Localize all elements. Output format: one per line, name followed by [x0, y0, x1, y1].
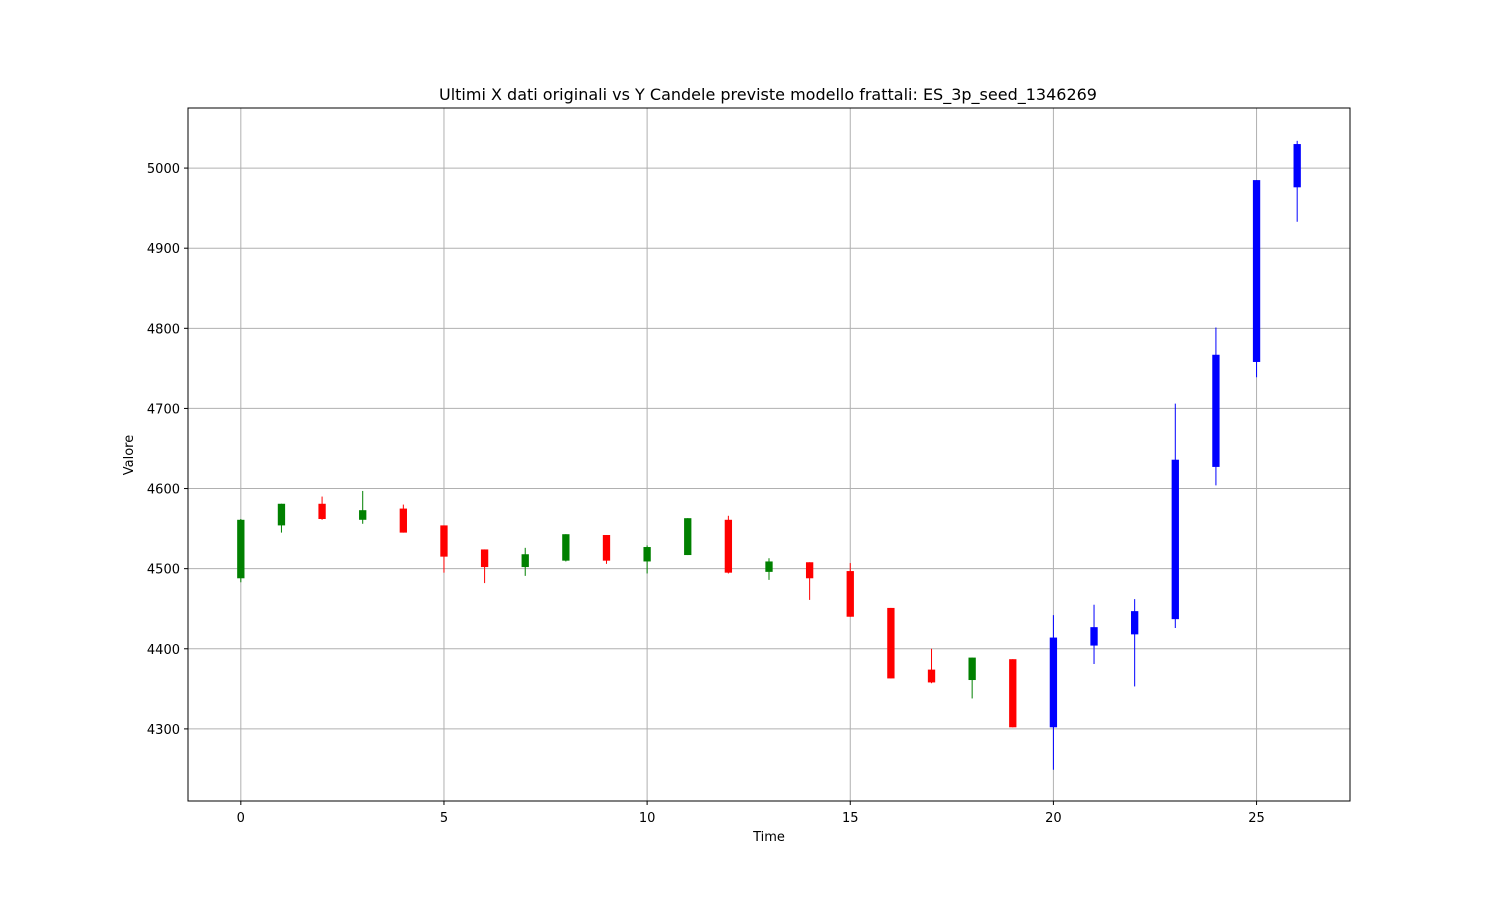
candle [1171, 403, 1179, 628]
candle [440, 525, 448, 573]
y-axis-label: Valore [122, 435, 137, 475]
candle [562, 534, 570, 562]
candle-body [1090, 627, 1098, 646]
candle [846, 563, 854, 617]
candle [480, 549, 489, 584]
axis-ticks: 0 5 10 15 20 25 4300 4400 4500 4600 4700 4800 4900 50… [147, 162, 1265, 826]
candle [277, 503, 286, 533]
candle-body [968, 657, 976, 681]
y-tick-label: 4600 [147, 483, 180, 498]
candle [399, 504, 407, 533]
candle [1090, 604, 1098, 665]
candle [684, 518, 692, 556]
y-tick-label: 4500 [147, 563, 180, 578]
candle-body [1049, 637, 1058, 728]
candle [1293, 140, 1301, 222]
candle [968, 657, 976, 699]
plot-frame [187, 107, 1351, 802]
x-tick-label: 0 [237, 811, 245, 826]
candle [602, 535, 611, 564]
candle-body [805, 562, 814, 579]
candle-body [643, 547, 651, 562]
candle-body [480, 549, 489, 568]
x-tick-label: 15 [842, 811, 859, 826]
candle [1131, 599, 1139, 687]
candle [1009, 659, 1017, 728]
candle-body [724, 519, 733, 573]
candle-body [521, 554, 529, 568]
candle [359, 490, 367, 524]
candle-body [1293, 144, 1301, 188]
y-tick-label: 4400 [147, 643, 180, 658]
candle-body [1171, 459, 1179, 620]
candle-body [399, 508, 407, 533]
y-tick-label: 4800 [147, 322, 180, 337]
candle [887, 607, 895, 679]
y-tick-label: 4300 [147, 723, 180, 738]
candle [927, 648, 936, 684]
y-tick-label: 5000 [147, 162, 180, 177]
candle [643, 545, 651, 574]
candle-body [887, 607, 895, 679]
candle [724, 515, 733, 574]
plot-area [188, 108, 1350, 801]
candle [805, 562, 814, 600]
x-tick-label: 10 [639, 811, 656, 826]
candle-body [440, 525, 448, 557]
x-tick-label: 20 [1045, 811, 1062, 826]
candle [1049, 615, 1058, 770]
candle-body [318, 503, 326, 519]
y-tick-label: 4900 [147, 242, 180, 257]
candle [521, 547, 529, 576]
candle [1212, 327, 1220, 486]
candle-body [765, 561, 773, 572]
candle-body [1212, 354, 1220, 467]
candle-body [927, 669, 936, 683]
x-tick-label: 5 [440, 811, 448, 826]
candle-body [359, 510, 367, 520]
candle-body [1009, 659, 1017, 728]
candle [765, 558, 773, 580]
candle-body [1252, 180, 1261, 362]
candle-body [846, 571, 854, 617]
y-tick-label: 4700 [147, 402, 180, 417]
candle-body [602, 535, 611, 561]
candles [237, 140, 1301, 770]
candle-body [237, 519, 245, 579]
candle [237, 518, 245, 583]
candle-body [562, 534, 570, 561]
candle-body [1131, 611, 1139, 635]
candle [1252, 180, 1261, 378]
x-axis-label: Time [752, 830, 785, 845]
candle-body [684, 518, 692, 556]
chart-title: Ultimi X dati originali vs Y Candele pre… [439, 85, 1097, 105]
candle-body [277, 503, 286, 526]
x-tick-label: 25 [1248, 811, 1265, 826]
candle [318, 496, 326, 520]
